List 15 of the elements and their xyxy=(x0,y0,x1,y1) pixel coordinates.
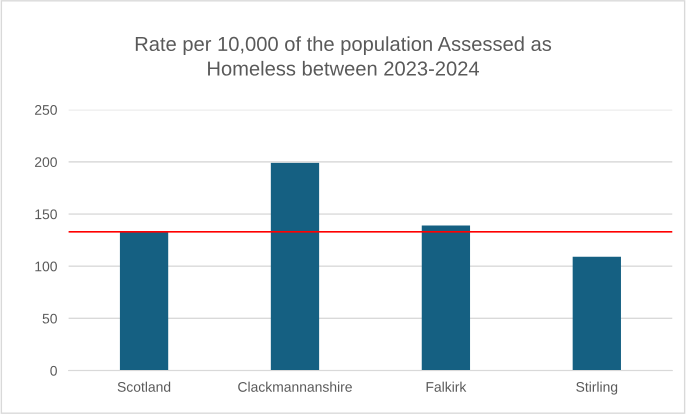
bar xyxy=(572,256,621,371)
x-tick-label: Clackmannanshire xyxy=(238,382,352,392)
bar xyxy=(422,226,470,371)
x-tick-label: Scotland xyxy=(118,382,170,392)
x-tick-label: Stirling xyxy=(576,382,618,395)
y-tick-label: 250 xyxy=(35,105,57,115)
y-tick-label: 50 xyxy=(42,314,57,324)
bar xyxy=(120,232,168,371)
y-tick-label: 100 xyxy=(35,262,57,272)
y-tick-label: 0 xyxy=(50,366,57,376)
chart-title: Rate per 10,000 of the population Assessed as Homeless between 2023-2024 xyxy=(136,36,552,76)
x-tick-label: Falkirk xyxy=(426,382,466,392)
bar xyxy=(270,162,320,371)
y-tick-label: 150 xyxy=(35,209,57,220)
y-tick-label: 200 xyxy=(35,157,57,168)
